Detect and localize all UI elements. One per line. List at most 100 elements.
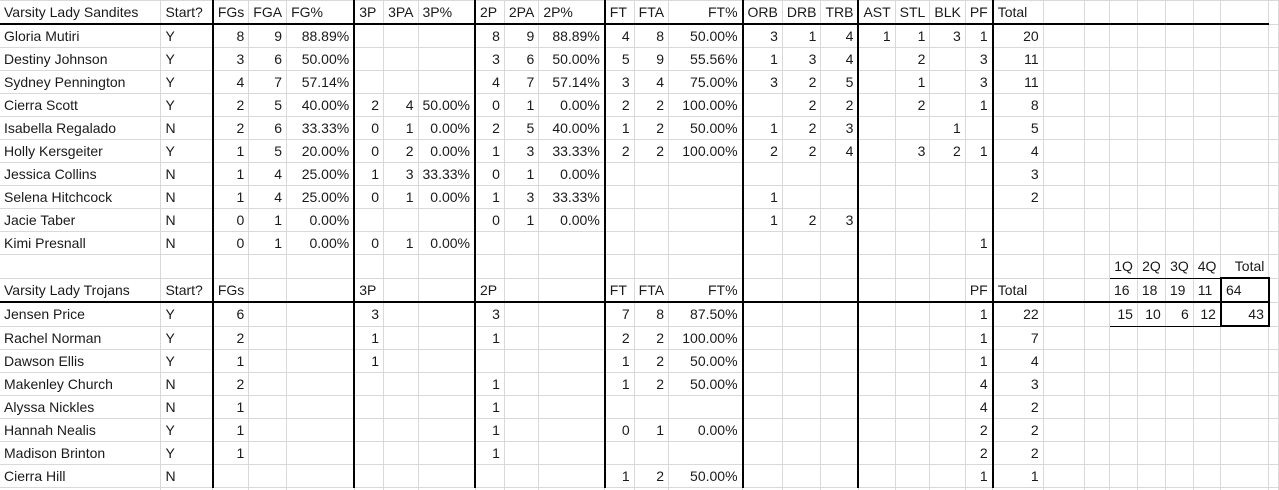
player-name[interactable]: Dawson Ellis — [0, 349, 162, 373]
stat-cell[interactable]: 1 — [965, 231, 994, 255]
stat-cell[interactable]: 0.00% — [418, 116, 476, 140]
quarter-value[interactable]: 12 — [1193, 302, 1222, 327]
empty-cell[interactable] — [211, 254, 250, 279]
empty-cell[interactable] — [1084, 0, 1110, 25]
stat-cell[interactable]: 5 — [603, 47, 635, 71]
stat-cell[interactable] — [383, 24, 419, 48]
empty-cell[interactable] — [1084, 162, 1110, 186]
stat-cell[interactable]: N — [160, 185, 214, 209]
stat-cell[interactable] — [857, 185, 896, 209]
stat-cell[interactable]: 5 — [248, 139, 288, 163]
empty-cell[interactable] — [1165, 372, 1194, 396]
empty-cell[interactable] — [1193, 116, 1222, 140]
stat-cell[interactable]: 0 — [353, 139, 385, 163]
stat-cell[interactable]: 1 — [603, 372, 635, 396]
stat-cell[interactable]: Y — [160, 418, 214, 442]
stat-cell[interactable] — [741, 231, 783, 255]
column-header[interactable] — [782, 278, 822, 303]
column-header[interactable]: 3P% — [418, 0, 476, 25]
empty-cell[interactable] — [1043, 24, 1086, 48]
empty-cell[interactable] — [1220, 93, 1270, 117]
stat-cell[interactable] — [603, 162, 635, 186]
empty-cell[interactable] — [160, 254, 214, 279]
empty-cell[interactable] — [741, 254, 783, 279]
column-header[interactable]: PF — [965, 0, 994, 25]
stat-cell[interactable] — [782, 231, 822, 255]
column-header[interactable]: FGs — [211, 0, 250, 25]
stat-cell[interactable] — [538, 464, 606, 488]
stat-cell[interactable] — [929, 185, 966, 209]
empty-cell[interactable] — [1137, 185, 1166, 209]
quarter-value[interactable]: 16 — [1109, 278, 1138, 303]
empty-cell[interactable] — [1268, 47, 1279, 71]
column-header[interactable] — [895, 278, 931, 303]
stat-cell[interactable]: 1 — [248, 208, 288, 232]
empty-cell[interactable] — [1084, 185, 1110, 209]
stat-cell[interactable]: 4 — [383, 93, 419, 117]
empty-cell[interactable] — [1084, 418, 1110, 442]
empty-cell[interactable] — [1137, 0, 1166, 25]
empty-cell[interactable] — [1109, 326, 1138, 350]
stat-cell[interactable]: 2 — [603, 326, 635, 350]
empty-cell[interactable] — [1084, 231, 1110, 255]
player-name[interactable]: Rachel Norman — [0, 326, 162, 350]
stat-cell[interactable]: 1 — [965, 93, 994, 117]
stat-cell[interactable]: 3 — [473, 302, 505, 327]
quarter-value[interactable]: 6 — [1165, 302, 1194, 327]
stat-cell[interactable] — [929, 418, 966, 442]
stat-cell[interactable] — [418, 326, 476, 350]
stat-cell[interactable]: 2 — [603, 139, 635, 163]
stat-cell[interactable] — [741, 372, 783, 396]
stat-cell[interactable] — [286, 395, 355, 419]
stat-cell[interactable]: Y — [160, 441, 214, 465]
stat-cell[interactable]: 1 — [965, 139, 994, 163]
stat-cell[interactable]: 3 — [353, 302, 385, 327]
stat-cell[interactable]: 8 — [634, 24, 670, 48]
stat-cell[interactable]: 1 — [965, 349, 994, 373]
stat-cell[interactable] — [820, 231, 859, 255]
stat-cell[interactable] — [895, 185, 931, 209]
stat-cell[interactable] — [383, 395, 419, 419]
quarter-header[interactable]: 4Q — [1193, 254, 1222, 279]
stat-cell[interactable]: 1 — [383, 185, 419, 209]
stat-cell[interactable]: 2 — [782, 139, 822, 163]
empty-cell[interactable] — [160, 487, 214, 490]
stat-cell[interactable]: 6 — [504, 47, 540, 71]
stat-cell[interactable]: 2 — [634, 326, 670, 350]
empty-cell[interactable] — [1137, 93, 1166, 117]
stat-cell[interactable]: 2 — [353, 93, 385, 117]
stat-cell[interactable] — [538, 302, 606, 327]
empty-cell[interactable] — [1137, 47, 1166, 71]
empty-cell[interactable] — [538, 254, 606, 279]
column-header[interactable] — [741, 278, 783, 303]
stat-cell[interactable] — [820, 349, 859, 373]
stat-cell[interactable] — [895, 208, 931, 232]
stat-cell[interactable]: 40.00% — [286, 93, 355, 117]
empty-cell[interactable] — [1084, 278, 1110, 303]
stat-cell[interactable] — [857, 441, 896, 465]
stat-cell[interactable]: 0 — [473, 208, 505, 232]
stat-cell[interactable]: 40.00% — [538, 116, 606, 140]
stat-cell[interactable] — [634, 231, 670, 255]
stat-cell[interactable] — [504, 372, 540, 396]
stat-cell[interactable] — [895, 349, 931, 373]
empty-cell[interactable] — [857, 254, 896, 279]
stat-cell[interactable] — [634, 162, 670, 186]
empty-cell[interactable] — [1193, 372, 1222, 396]
column-header[interactable]: Start? — [160, 0, 214, 25]
empty-cell[interactable] — [1193, 395, 1222, 419]
empty-cell[interactable] — [1043, 302, 1086, 327]
column-header[interactable]: Total — [991, 0, 1044, 25]
stat-cell[interactable]: 1 — [353, 326, 385, 350]
stat-cell[interactable] — [782, 464, 822, 488]
stat-cell[interactable]: 5 — [991, 116, 1044, 140]
stat-cell[interactable] — [857, 116, 896, 140]
stat-cell[interactable] — [418, 47, 476, 71]
stat-cell[interactable] — [418, 208, 476, 232]
empty-cell[interactable] — [1220, 70, 1270, 94]
column-header[interactable]: FTA — [634, 278, 670, 303]
team1-name-header[interactable]: Varsity Lady Sandites — [0, 0, 162, 25]
stat-cell[interactable]: 50.00% — [668, 24, 744, 48]
stat-cell[interactable]: 2 — [782, 116, 822, 140]
stat-cell[interactable]: 2 — [634, 464, 670, 488]
